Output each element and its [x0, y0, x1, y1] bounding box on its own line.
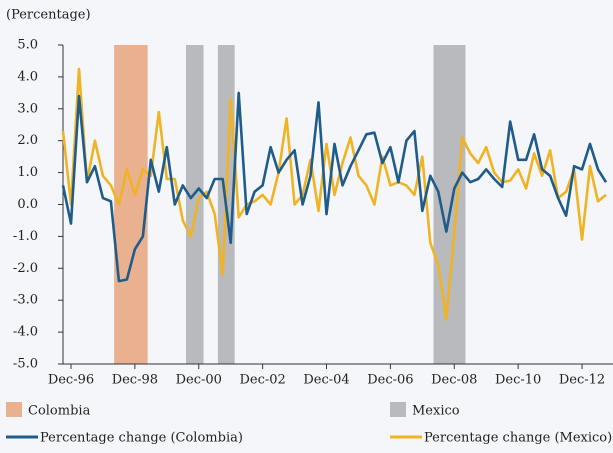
series-line [61, 67, 607, 321]
shaded-period [185, 45, 204, 364]
x-tick-label: Dec-12 [559, 373, 605, 388]
y-tick-label: 0.0 [17, 197, 38, 212]
legend-label: Mexico [412, 404, 460, 419]
y-axis-label: (Percentage) [6, 8, 91, 23]
y-tick-label: -4.0 [13, 325, 38, 340]
x-tick-label: Dec-10 [495, 373, 541, 388]
y-tick-label: 4.0 [17, 69, 38, 84]
series-line [61, 91, 608, 283]
shaded-period [433, 45, 466, 364]
y-tick-label: 5.0 [17, 38, 38, 53]
y-tick-label: 3.0 [17, 101, 38, 116]
legend-swatch [6, 402, 22, 417]
legend-label: Percentage change (Colombia) [40, 431, 243, 446]
legend-swatch [390, 402, 406, 417]
y-tick-label: -3.0 [13, 293, 38, 308]
y-tick-label: -1.0 [13, 229, 38, 244]
y-tick-label: -5.0 [13, 357, 38, 372]
x-tick-label: Dec-02 [239, 373, 285, 388]
x-tick-label: Dec-98 [112, 373, 158, 388]
x-tick-label: Dec-06 [367, 373, 413, 388]
y-tick-label: -2.0 [13, 261, 38, 276]
x-tick-label: Dec-96 [48, 373, 94, 388]
y-tick-label: 2.0 [17, 133, 38, 148]
y-tick-label: 1.0 [17, 165, 38, 180]
x-tick-label: Dec-00 [176, 373, 222, 388]
legend-label: Percentage change (Mexico) [424, 431, 612, 446]
x-tick-label: Dec-04 [303, 373, 349, 388]
x-tick-label: Dec-08 [431, 373, 477, 388]
legend-label: Colombia [28, 404, 91, 419]
